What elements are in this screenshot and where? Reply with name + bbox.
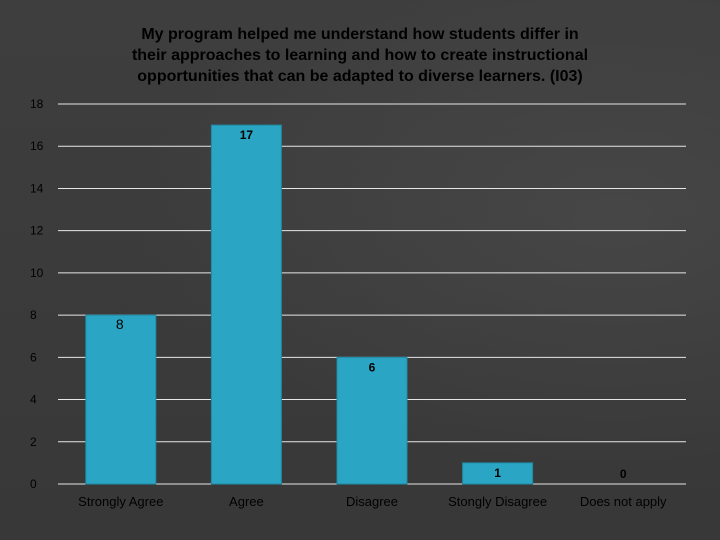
x-tick-label: Disagree <box>346 494 398 509</box>
x-tick-label: Does not apply <box>580 494 667 509</box>
y-tick-label: 8 <box>30 308 37 322</box>
bar <box>85 314 157 485</box>
data-label: 17 <box>240 128 254 142</box>
chart-title: My program helped me understand how stud… <box>60 24 660 87</box>
data-label: 0 <box>620 467 627 481</box>
y-tick-label: 16 <box>30 139 44 153</box>
chart-title-line-3: opportunities that can be adapted to div… <box>137 68 583 85</box>
data-label: 6 <box>369 360 376 374</box>
x-tick-label: Stongly Disagree <box>448 494 547 509</box>
chart-title-line-1: My program helped me understand how stud… <box>141 26 579 43</box>
y-tick-label: 14 <box>30 181 44 195</box>
bar <box>210 124 282 485</box>
y-tick-label: 2 <box>30 435 37 449</box>
chart-title-line-2: their approaches to learning and how to … <box>131 47 589 64</box>
x-tick-label: Agree <box>229 494 264 509</box>
y-tick-label: 0 <box>30 477 37 491</box>
bar <box>336 356 408 485</box>
y-tick-label: 12 <box>30 224 44 238</box>
y-tick-label: 6 <box>30 350 37 364</box>
data-label: 1 <box>494 466 501 480</box>
y-tick-label: 10 <box>30 266 44 280</box>
bar <box>462 462 534 485</box>
x-tick-label: Strongly Agree <box>78 494 163 509</box>
data-label: 8 <box>116 316 124 332</box>
y-tick-label: 4 <box>30 393 37 407</box>
y-tick-label: 18 <box>30 97 44 111</box>
